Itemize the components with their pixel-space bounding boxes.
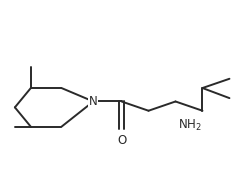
Text: NH$_2$: NH$_2$ (178, 118, 202, 133)
Text: O: O (117, 134, 126, 147)
Text: N: N (89, 95, 98, 108)
